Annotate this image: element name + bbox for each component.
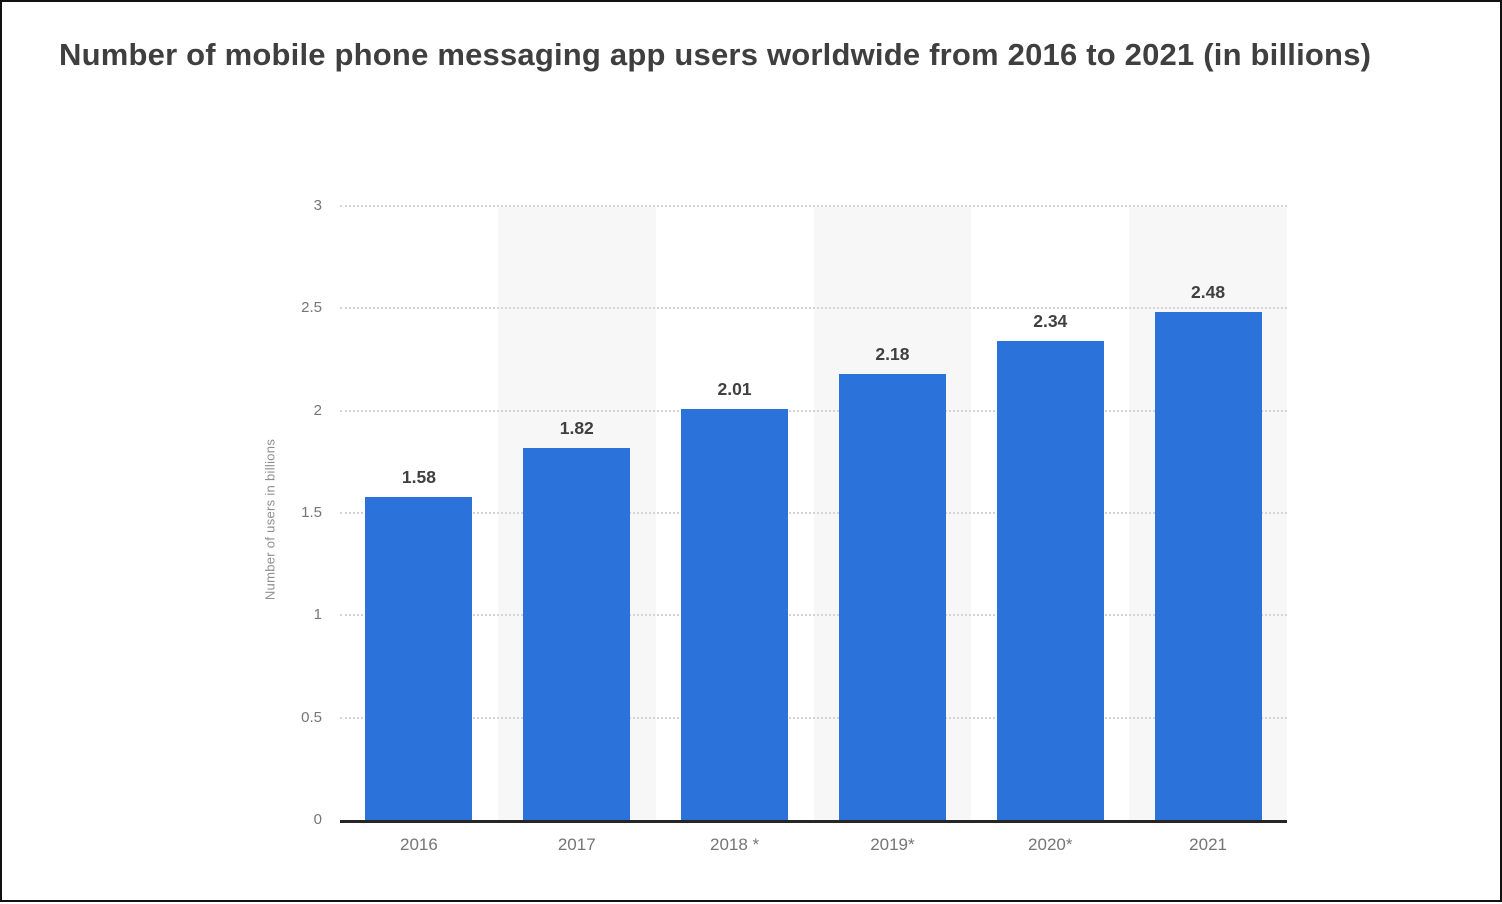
y-tick-label: 1.5 bbox=[301, 504, 322, 521]
y-tick-label: 2 bbox=[313, 401, 322, 419]
chart-title: Number of mobile phone messaging app use… bbox=[59, 37, 1372, 72]
gridline bbox=[340, 716, 1287, 719]
x-axis-label: 2018 * bbox=[709, 835, 760, 854]
y-tick-label: 0 bbox=[313, 811, 322, 828]
x-axis-label: 2021 bbox=[1189, 835, 1227, 854]
x-axis-label: 2019* bbox=[870, 835, 915, 854]
bar-value-label: 1.82 bbox=[559, 417, 594, 438]
x-axis-label: 2020* bbox=[1028, 835, 1073, 854]
y-tick-label: 0.5 bbox=[301, 708, 322, 726]
y-tick-label: 2.5 bbox=[301, 299, 322, 317]
bar-2021[interactable] bbox=[1154, 312, 1262, 820]
bar-2020[interactable] bbox=[996, 341, 1104, 820]
bar-value-label: 2.18 bbox=[875, 343, 910, 364]
gridline bbox=[340, 307, 1287, 310]
bar-2016[interactable] bbox=[365, 496, 473, 820]
bar-2019[interactable] bbox=[838, 373, 946, 820]
x-axis-label: 2017 bbox=[557, 835, 596, 854]
bar-2018[interactable] bbox=[681, 408, 789, 820]
bar-value-label: 2.34 bbox=[1033, 311, 1068, 332]
gridline bbox=[340, 205, 1287, 207]
x-axis-label: 2016 bbox=[399, 835, 438, 854]
gridline bbox=[340, 512, 1287, 514]
gridline bbox=[340, 409, 1287, 412]
gridline bbox=[340, 614, 1287, 617]
y-tick-label: 1 bbox=[313, 606, 322, 624]
y-tick-label: 3 bbox=[313, 197, 322, 214]
bar-value-label: 2.48 bbox=[1191, 282, 1226, 303]
bar-value-label: 1.58 bbox=[401, 466, 436, 487]
bar-2017[interactable] bbox=[523, 447, 631, 820]
bar-value-label: 2.01 bbox=[717, 378, 752, 399]
x-axis-line bbox=[340, 820, 1287, 823]
